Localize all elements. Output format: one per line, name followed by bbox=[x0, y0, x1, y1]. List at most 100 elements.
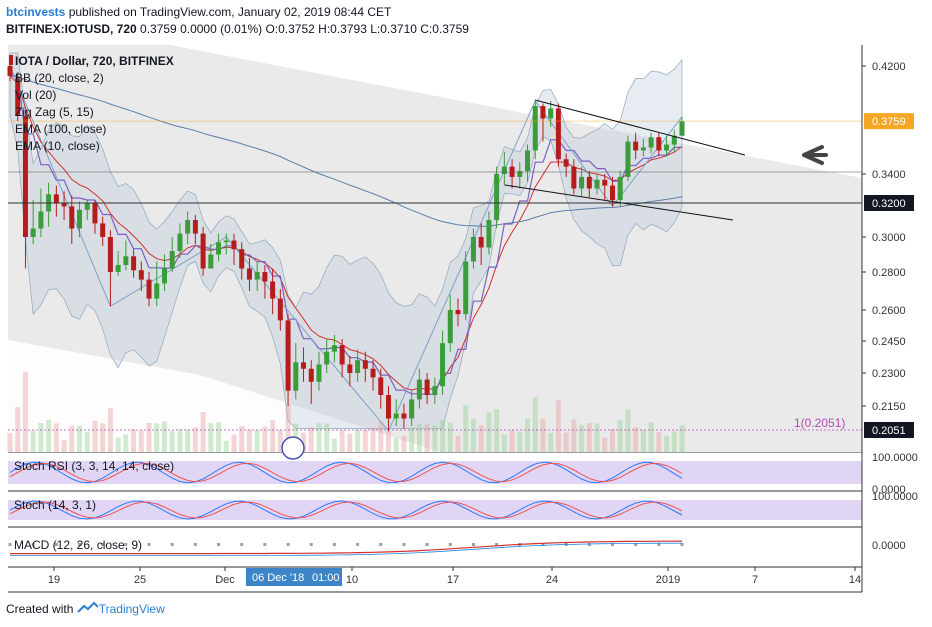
author-name[interactable]: btcinvests bbox=[6, 5, 66, 19]
candle-body bbox=[84, 203, 90, 210]
symbol-line: BITFINEX:IOTUSD, 720 0.3759 0.0000 (0.01… bbox=[6, 21, 469, 38]
candle bbox=[602, 174, 608, 201]
macd-histogram-bar bbox=[379, 543, 383, 546]
candle bbox=[664, 135, 670, 157]
candle bbox=[347, 355, 353, 387]
candle-body bbox=[324, 351, 330, 365]
candle-body bbox=[38, 211, 44, 229]
candle-body bbox=[679, 121, 685, 136]
candle-body bbox=[517, 171, 523, 177]
volume-bar bbox=[92, 420, 98, 452]
macd-histogram-bar bbox=[332, 543, 336, 546]
macd-histogram-bar bbox=[541, 543, 545, 546]
candle bbox=[525, 144, 531, 182]
candle-body bbox=[486, 220, 492, 248]
time-tick-label: 14 bbox=[849, 574, 861, 586]
candle-body bbox=[478, 237, 484, 248]
candle-body bbox=[223, 240, 229, 243]
candle-body bbox=[77, 209, 83, 229]
volume-bar bbox=[347, 433, 353, 452]
candle bbox=[161, 254, 167, 291]
level-price-label: 0.3200 bbox=[872, 198, 906, 210]
volume-bar bbox=[115, 437, 121, 452]
candle bbox=[640, 138, 646, 157]
volume-bar bbox=[216, 422, 222, 452]
candle bbox=[293, 343, 299, 400]
candle-body bbox=[424, 379, 430, 395]
volume-bar bbox=[53, 423, 59, 452]
time-tick-label: 24 bbox=[546, 574, 558, 586]
volume-bar bbox=[385, 431, 391, 452]
candle bbox=[540, 103, 546, 142]
macd-histogram-bar bbox=[31, 543, 35, 546]
macd-line bbox=[10, 540, 683, 555]
macd-histogram-bar bbox=[263, 543, 267, 546]
candle-body bbox=[401, 413, 407, 419]
macd-histogram-bar bbox=[471, 543, 475, 546]
level-price-tag bbox=[864, 195, 914, 211]
volume-bar bbox=[246, 429, 252, 452]
candle-body bbox=[7, 66, 13, 76]
candle bbox=[262, 265, 268, 299]
candle bbox=[138, 261, 144, 291]
macd-histogram-bar bbox=[170, 543, 174, 546]
volume-bar bbox=[208, 423, 214, 452]
regression-channel bbox=[8, 45, 862, 452]
candle-body bbox=[432, 386, 438, 395]
candle-body bbox=[470, 237, 476, 262]
macd-histogram-bar bbox=[240, 543, 244, 546]
volume-bar bbox=[432, 425, 438, 452]
volume-bar bbox=[69, 425, 75, 452]
price-tick-label: 0.3000 bbox=[872, 232, 906, 244]
candle bbox=[355, 349, 361, 382]
chart-header: btcinvests published on TradingView.com,… bbox=[6, 4, 469, 38]
volume-bar bbox=[609, 429, 615, 452]
tradingview-logo-icon[interactable] bbox=[77, 601, 99, 616]
candle bbox=[571, 159, 577, 195]
volume-bar bbox=[540, 419, 546, 452]
candle-body bbox=[494, 174, 500, 220]
macd-histogram-bar bbox=[657, 543, 661, 546]
candle-body bbox=[385, 395, 391, 419]
created-with-text: Created with bbox=[6, 602, 74, 616]
candle-body bbox=[671, 135, 677, 145]
volume-bar bbox=[331, 438, 337, 452]
volume-bar bbox=[223, 440, 229, 452]
macd-histogram-bar bbox=[680, 543, 684, 546]
oscillator-band bbox=[8, 461, 862, 484]
candle bbox=[316, 351, 322, 391]
candle bbox=[270, 268, 276, 315]
tradingview-brand[interactable]: TradingView bbox=[98, 602, 165, 616]
volume-bar bbox=[548, 433, 554, 452]
candle-body bbox=[664, 144, 670, 151]
candle-body bbox=[239, 249, 245, 269]
volume-bar bbox=[494, 409, 500, 452]
time-axis: 19 25 Dec 10 17 24 2019 7 14 06 Dec '18 01:00 bbox=[8, 567, 862, 593]
volume-bar bbox=[262, 426, 268, 452]
candle-body bbox=[563, 159, 569, 167]
fib-price-label: 0.2051 bbox=[872, 425, 906, 437]
volume-bar bbox=[555, 400, 561, 452]
candle-body bbox=[92, 203, 98, 224]
candle bbox=[22, 109, 28, 269]
current-price-label: 0.3759 bbox=[872, 116, 906, 128]
candle bbox=[123, 240, 129, 271]
candle bbox=[131, 249, 137, 278]
time-tick-label: 19 bbox=[48, 574, 60, 586]
volume-bar bbox=[671, 431, 677, 452]
candle-body bbox=[633, 141, 639, 151]
pane-tick-label: 0.0000 bbox=[872, 484, 906, 496]
candle-body bbox=[347, 364, 353, 373]
candle-body bbox=[169, 251, 175, 269]
time-cursor-date: 06 Dec '18 bbox=[252, 572, 304, 584]
ohlc-text: 0.3759 0.0000 (0.01%) O:0.3752 H:0.3793 … bbox=[140, 22, 469, 36]
macd-histogram-bar bbox=[402, 543, 406, 546]
price-tick-label: 0.2600 bbox=[872, 305, 906, 317]
time-tick-label: 25 bbox=[134, 574, 146, 586]
volume-bar bbox=[277, 429, 283, 452]
macd-histogram-bar bbox=[78, 543, 82, 546]
time-cursor-tag bbox=[246, 568, 342, 586]
candle bbox=[416, 368, 422, 409]
volume-bar bbox=[131, 429, 137, 452]
